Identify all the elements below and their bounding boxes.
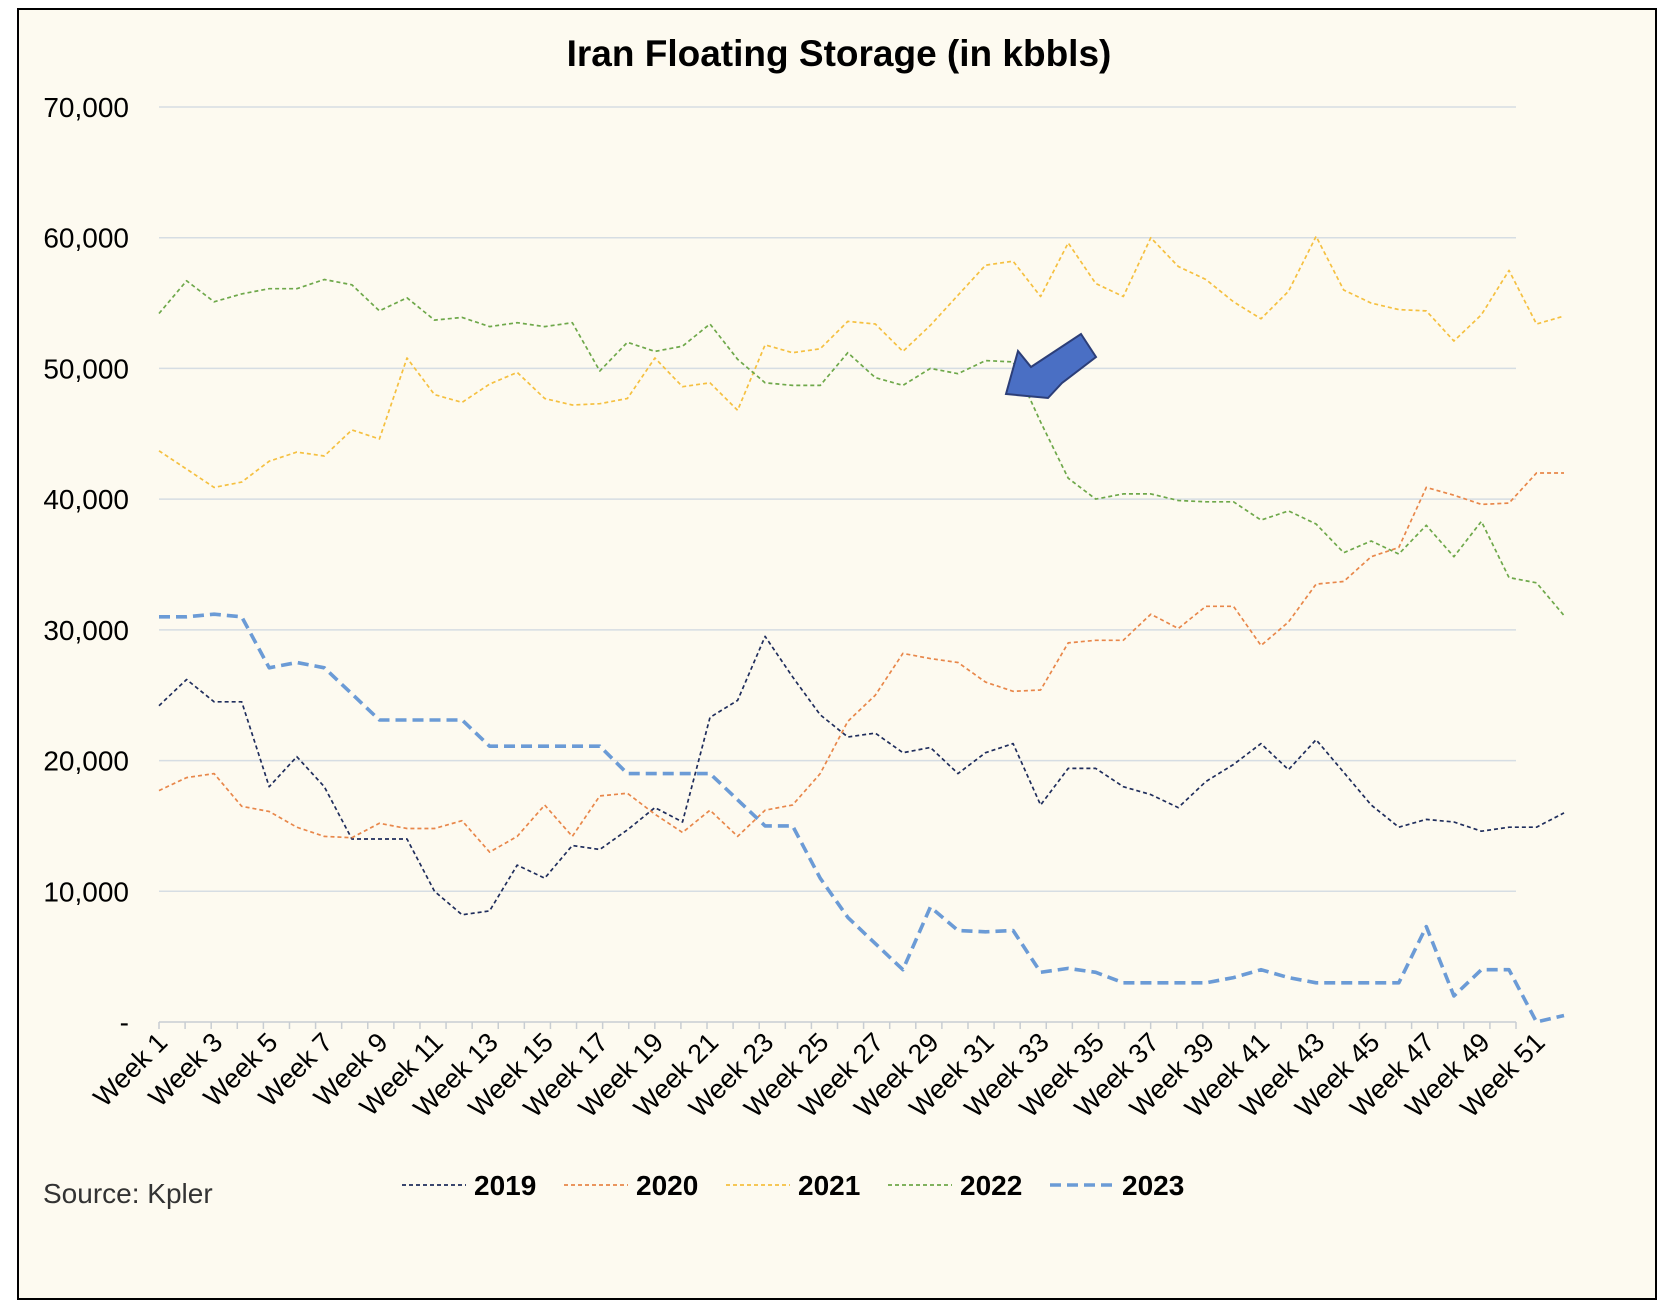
y-tick-label: 50,000: [43, 353, 129, 384]
legend: 2019 2020 2021 2022 2023: [402, 1170, 1184, 1201]
y-tick-label: 10,000: [43, 876, 129, 907]
series-lines: [158, 235, 1565, 1024]
y-tick-label: 20,000: [43, 746, 129, 777]
series-line-2020: [158, 472, 1564, 853]
y-tick-label: -: [120, 1007, 129, 1038]
legend-label-2021: 2021: [798, 1170, 860, 1201]
chart-title: Iran Floating Storage (in kbbls): [567, 33, 1112, 74]
y-tick-label: 30,000: [43, 615, 129, 646]
y-tick-label: 60,000: [43, 223, 129, 254]
y-tick-label: 40,000: [43, 484, 129, 515]
legend-label-2020: 2020: [636, 1170, 698, 1201]
series-line-2022: [158, 278, 1565, 617]
y-tick-labels: - 10,000 20,000 30,000 40,000 50,000 60,000 70,…: [43, 92, 129, 1038]
y-tick-label: 70,000: [43, 92, 129, 123]
source-note: Source: Kpler: [43, 1178, 213, 1209]
annotation-arrow: [1004, 332, 1098, 400]
legend-label-2023: 2023: [1122, 1170, 1184, 1201]
series-line-2023: [159, 612, 1565, 1024]
x-axis: [158, 1021, 1517, 1029]
chart-svg: Iran Floating Storage (in kbbls) - 10,000…: [43, 33, 1565, 1209]
series-line-2019: [158, 635, 1565, 916]
legend-label-2022: 2022: [960, 1170, 1022, 1201]
grid-lines: [159, 106, 1516, 893]
series-line-2021: [158, 235, 1565, 489]
chart-frame: Iran Floating Storage (in kbbls) - 10,000…: [17, 8, 1657, 1300]
legend-label-2019: 2019: [474, 1170, 536, 1201]
